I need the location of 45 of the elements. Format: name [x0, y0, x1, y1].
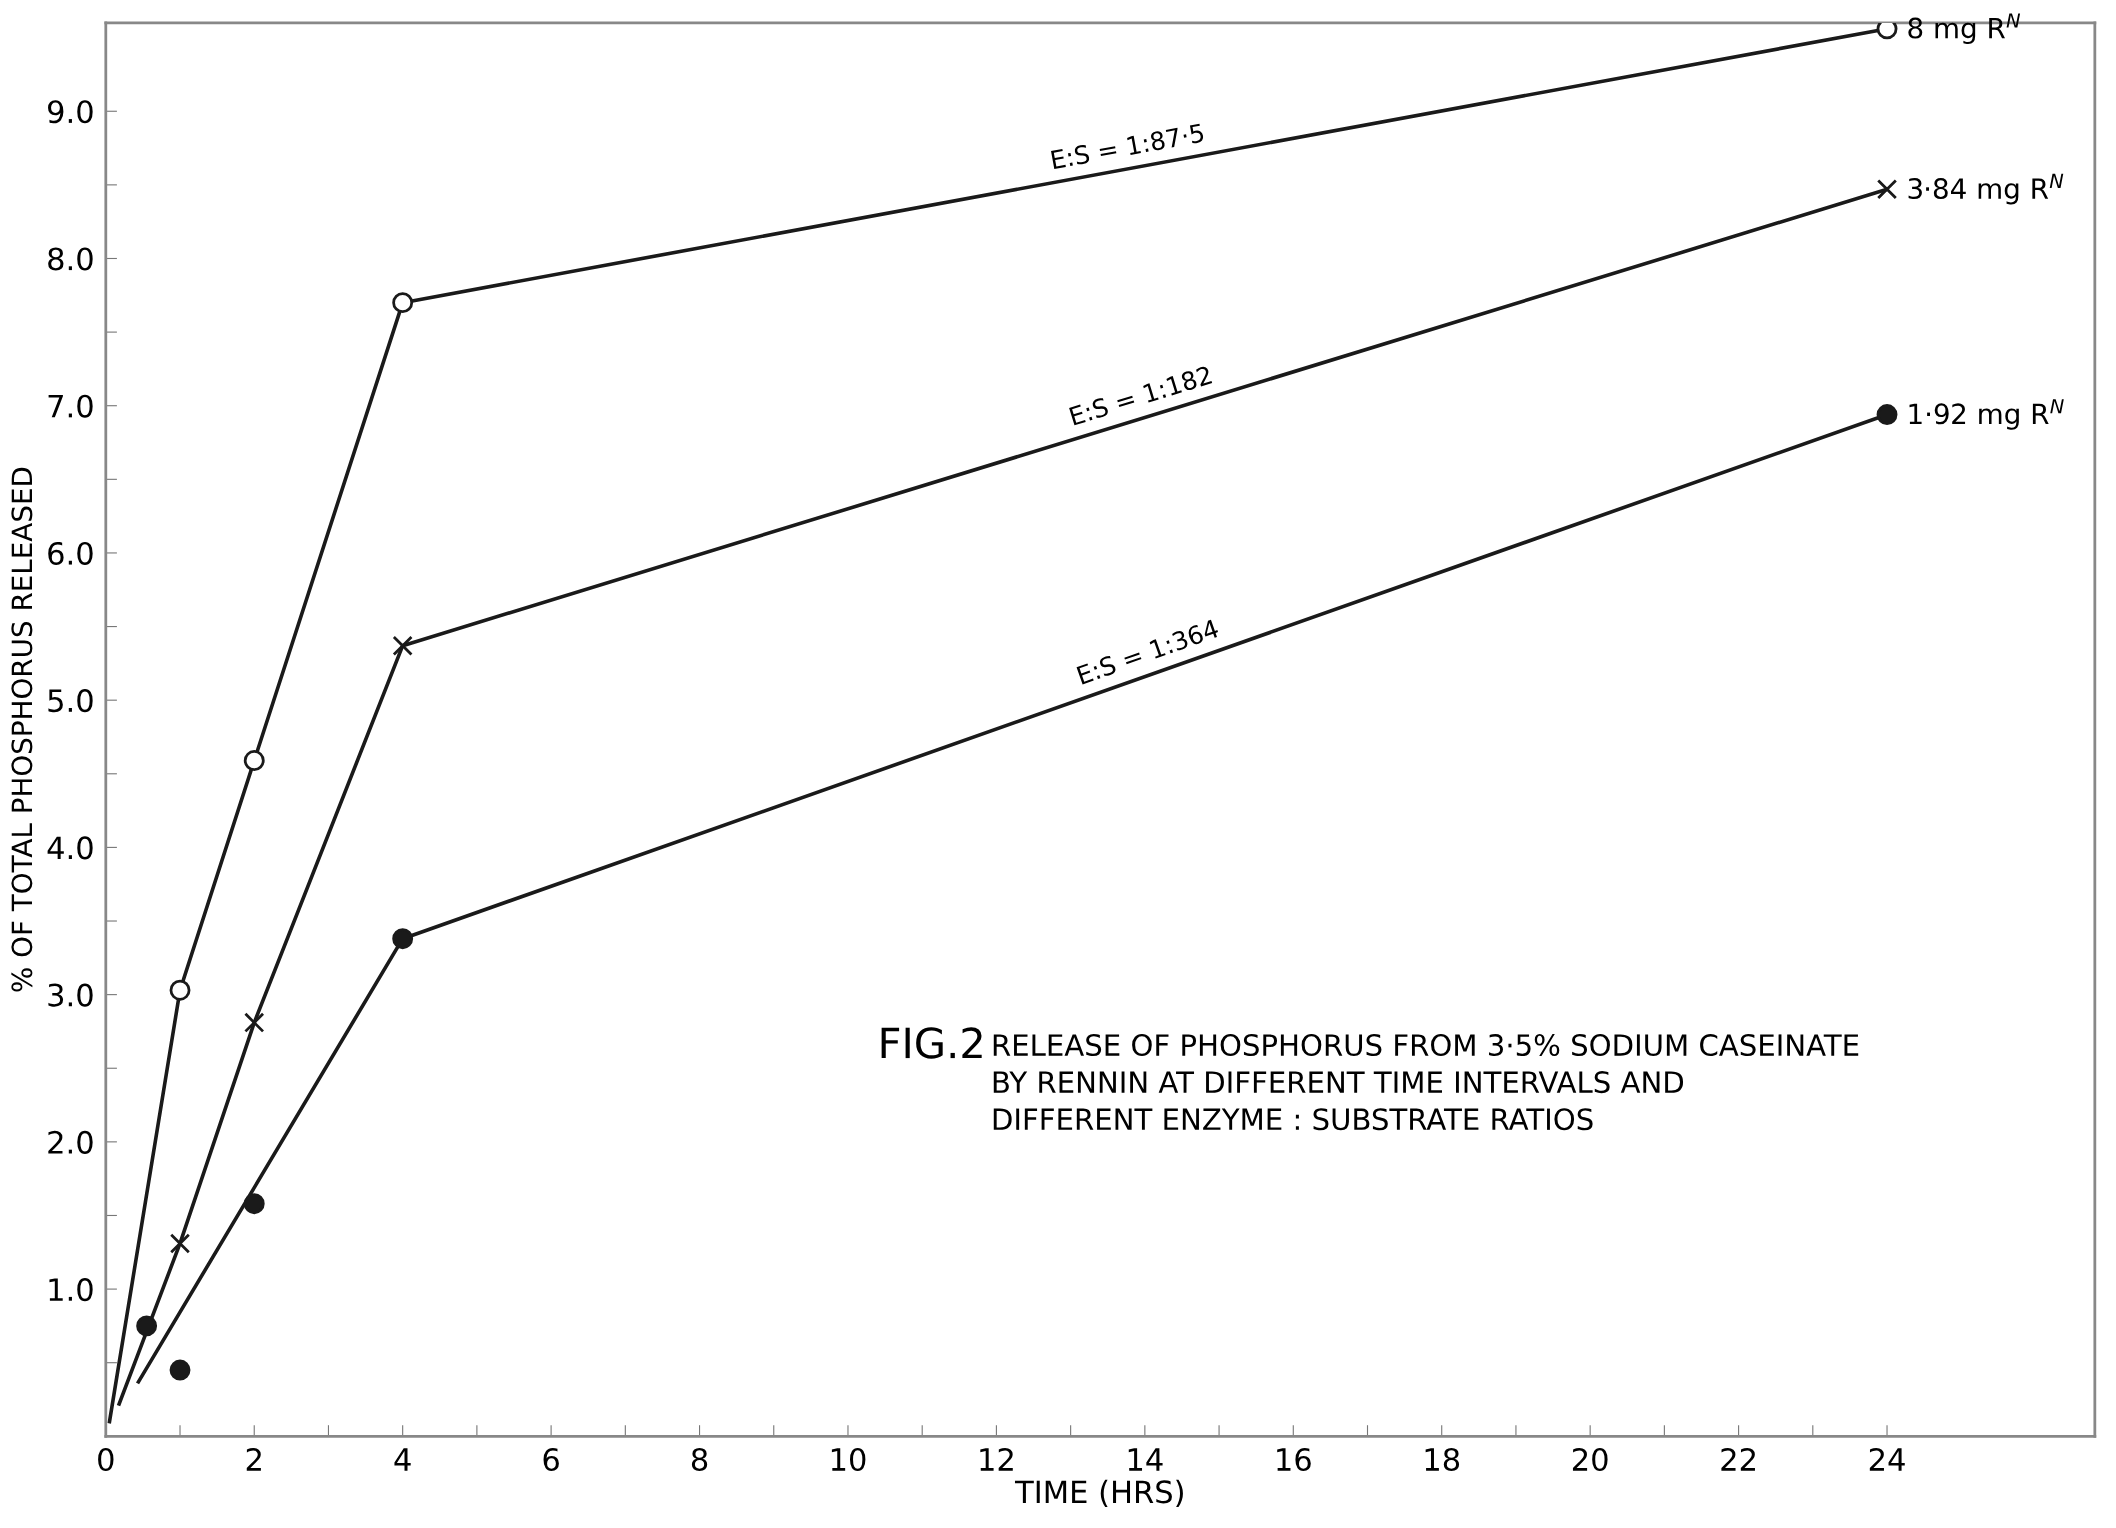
text: RELEASE OF PHOSPHORUS FROM 3·5% SODIUM CASEINATE BY RENNIN AT DIFFERENT TIME INTERVALS AND DIFFERENT ENZYME : SUBSTRATE RATIOS — [993, 1034, 1859, 1131]
y-tick-label: 1.0 — [49, 1278, 93, 1302]
point — [392, 292, 414, 314]
x-tick-label: 4 — [394, 1448, 411, 1471]
x-tick-label: 8 — [691, 1447, 708, 1472]
x-tick-label: 10 — [831, 1447, 866, 1472]
x-tick-label: 0 — [98, 1447, 114, 1472]
x-axis-title: TIME (HRS) — [1014, 1479, 1183, 1508]
y-tick-label: 2.0 — [48, 1130, 93, 1154]
text: FIG.2 — [881, 1027, 982, 1059]
y-tick-label: 5.0 — [48, 689, 93, 713]
x-tick-label: 2 — [246, 1447, 261, 1471]
annotation: 3·84 mg R$^{N}$ — [1908, 173, 2064, 205]
y-tick-label: 4.0 — [47, 836, 93, 860]
annotation: E:S = 1:87·5 — [1050, 123, 1205, 170]
annotation: E:S = 1:364 — [1076, 618, 1220, 685]
x-tick-label: 12 — [980, 1447, 1013, 1471]
point — [169, 979, 191, 1001]
point — [169, 1233, 191, 1254]
point — [243, 1193, 265, 1215]
y-tick-label: 9.0 — [48, 100, 93, 124]
point — [1876, 404, 1898, 425]
y-tick-label: 8.0 — [48, 247, 93, 271]
x-tick-label: 6 — [543, 1447, 559, 1472]
x-tick-label: 24 — [1869, 1447, 1905, 1471]
point — [1876, 179, 1898, 200]
x-tick-label: 18 — [1425, 1447, 1460, 1472]
point — [392, 635, 413, 656]
point — [1876, 22, 1898, 40]
point — [244, 1012, 265, 1033]
annotation: 1·92 mg R$^{N}$ — [1909, 399, 2064, 430]
x-tick-label: 14 — [1128, 1448, 1163, 1471]
x-tick-label: 16 — [1277, 1447, 1311, 1472]
y-tick-label: 6.0 — [48, 541, 93, 565]
annotation: E:S = 1:182 — [1069, 365, 1213, 426]
x-tick-label: 20 — [1572, 1447, 1608, 1472]
point — [392, 928, 414, 950]
point — [243, 750, 265, 771]
y-tick-label: 7.0 — [48, 394, 93, 418]
y-tick-label: 3.0 — [48, 983, 93, 1007]
point — [136, 1315, 158, 1337]
annotation: 8 mg R$^{N}$ — [1908, 13, 2021, 44]
point — [169, 1359, 191, 1381]
x-tick-label: 22 — [1721, 1447, 1755, 1471]
y-axis-title: % OF TOTAL PHOSPHORUS RELEASED — [11, 467, 33, 992]
